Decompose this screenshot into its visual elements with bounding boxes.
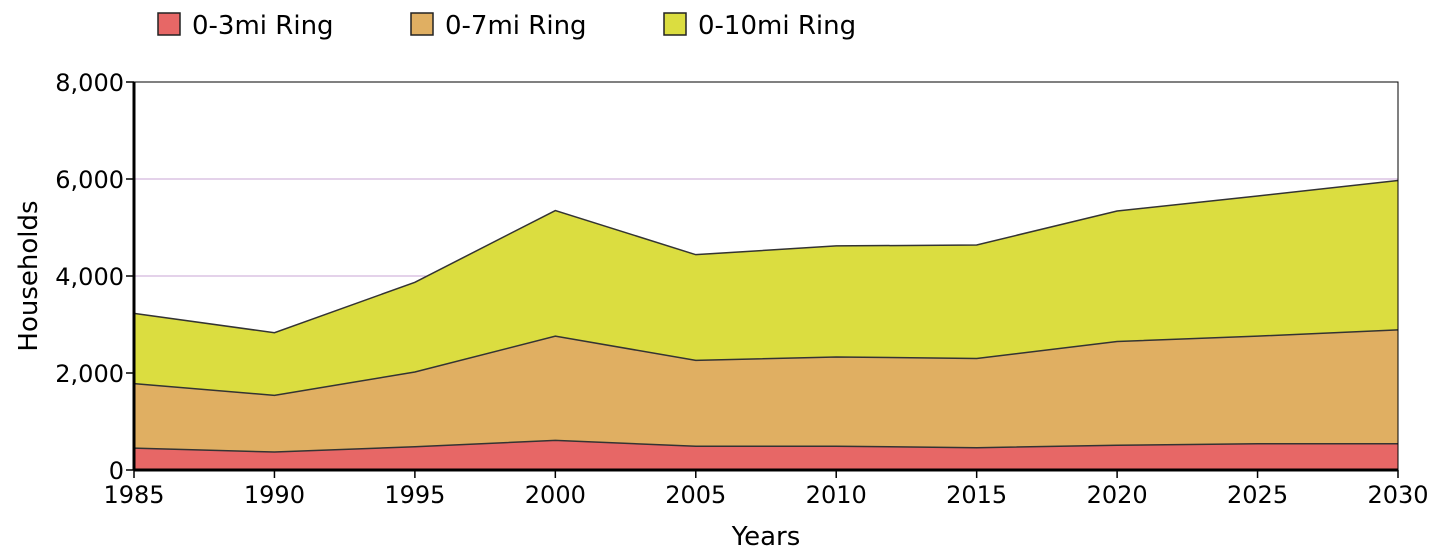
area-series-outline [133,439,1398,453]
y-tick-label: 8,000 [55,69,124,97]
x-tick-label: 1990 [244,481,305,509]
plot-areas [133,179,1399,470]
legend-swatch [410,12,434,36]
y-tick-label: 0 [109,457,124,485]
area-series-outline [133,179,1399,334]
x-tick-label: 2005 [665,481,726,509]
x-tick-label: 2030 [1367,481,1428,509]
y-tick-label: 6,000 [55,166,124,194]
axes: 0 2,000 4,000 6,000 8,000 1985 1990 1995 2000 200… [55,69,1428,509]
x-tick-label: 2000 [525,481,586,509]
x-tick-label: 1985 [103,481,164,509]
x-tick-label: 1995 [384,481,445,509]
x-tick-label: 2010 [806,481,867,509]
legend: 0-3mi Ring 0-7mi Ring 0-10mi Ring [157,11,856,41]
legend-label: 0-3mi Ring [192,11,334,41]
x-axis-title: Years [731,522,801,548]
legend-label: 0-7mi Ring [445,11,587,41]
area-series [134,329,1398,470]
legend-swatch [157,12,181,36]
legend-label: 0-10mi Ring [698,11,856,41]
area-series-outline [133,329,1399,397]
x-tick-label: 2025 [1227,481,1288,509]
y-axis-title: Households [14,200,44,351]
x-tick-label: 2015 [946,481,1007,509]
legend-swatch [663,12,687,36]
y-tick-label: 2,000 [55,360,124,388]
y-tick-label: 4,000 [55,263,124,291]
x-tick-label: 2020 [1087,481,1148,509]
area-series [134,440,1398,470]
